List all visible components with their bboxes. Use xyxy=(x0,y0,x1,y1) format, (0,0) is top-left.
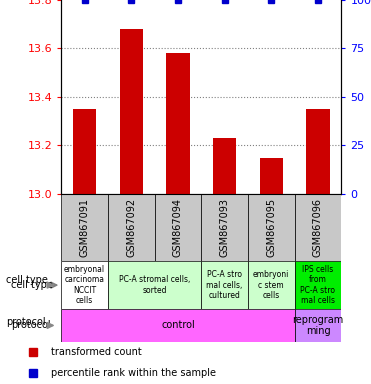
Text: percentile rank within the sample: percentile rank within the sample xyxy=(51,368,216,379)
Bar xyxy=(61,309,295,342)
Bar xyxy=(108,194,155,261)
Bar xyxy=(295,261,341,309)
Text: GSM867091: GSM867091 xyxy=(79,198,89,257)
Text: cell type: cell type xyxy=(11,280,53,290)
Bar xyxy=(295,309,341,342)
Text: GSM867096: GSM867096 xyxy=(313,198,323,257)
Bar xyxy=(155,194,201,261)
Text: protocol: protocol xyxy=(6,317,46,327)
Bar xyxy=(166,53,190,194)
Text: PC-A stromal cells,
sorted: PC-A stromal cells, sorted xyxy=(119,275,190,295)
Text: IPS cells
from
PC-A stro
mal cells: IPS cells from PC-A stro mal cells xyxy=(301,265,335,305)
Text: GSM867092: GSM867092 xyxy=(126,198,136,257)
Text: GSM867094: GSM867094 xyxy=(173,198,183,257)
Bar xyxy=(248,261,295,309)
Bar xyxy=(61,194,108,261)
Bar xyxy=(73,109,96,194)
Bar xyxy=(260,157,283,194)
Bar xyxy=(248,194,295,261)
Text: protocol: protocol xyxy=(11,320,51,331)
Text: control: control xyxy=(161,320,195,331)
Text: cell type: cell type xyxy=(6,275,48,285)
Text: GSM867093: GSM867093 xyxy=(220,198,230,257)
Text: embryoni
c stem
cells: embryoni c stem cells xyxy=(253,270,289,300)
Bar xyxy=(295,194,341,261)
Bar xyxy=(201,194,248,261)
Text: GSM867095: GSM867095 xyxy=(266,198,276,257)
Text: reprogram
ming: reprogram ming xyxy=(292,314,344,336)
Bar xyxy=(213,138,236,194)
Bar xyxy=(306,109,330,194)
Bar xyxy=(119,29,143,194)
Bar xyxy=(61,261,108,309)
Bar xyxy=(201,261,248,309)
Text: embryonal
carcinoma
NCCIT
cells: embryonal carcinoma NCCIT cells xyxy=(64,265,105,305)
Bar xyxy=(108,261,201,309)
Text: PC-A stro
mal cells,
cultured: PC-A stro mal cells, cultured xyxy=(206,270,243,300)
Text: transformed count: transformed count xyxy=(51,347,142,358)
